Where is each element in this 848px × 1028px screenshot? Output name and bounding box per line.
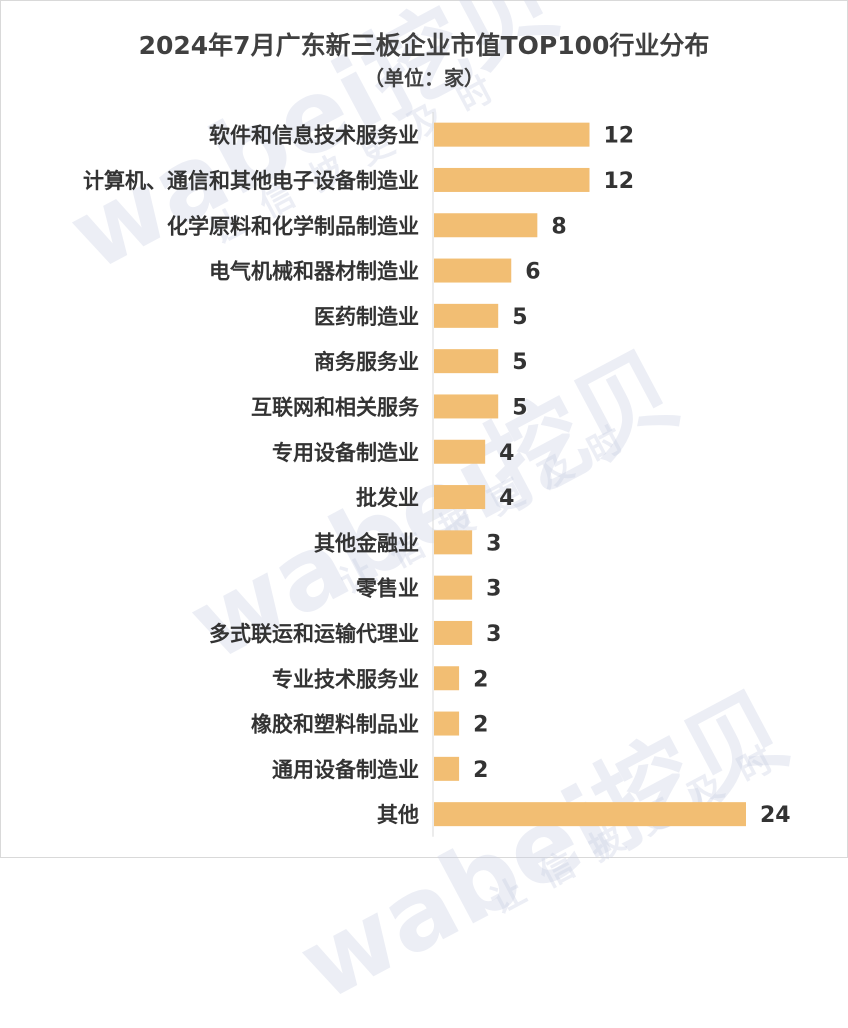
bar (434, 756, 460, 781)
category-label: 其他 (377, 803, 419, 827)
value-label: 3 (486, 531, 501, 556)
category-label: 批发业 (356, 486, 419, 510)
value-label: 2 (473, 667, 488, 692)
bar (434, 711, 460, 736)
chart-subtitle: （单位：家） (364, 66, 484, 90)
value-label: 24 (760, 803, 791, 828)
category-label: 计算机、通信和其他电子设备制造业 (83, 169, 419, 193)
value-label: 2 (473, 758, 488, 783)
bar (434, 575, 473, 600)
category-label: 零售业 (355, 577, 419, 601)
bar (434, 303, 499, 328)
value-label: 8 (551, 214, 566, 239)
bar (434, 394, 499, 419)
value-label: 5 (512, 305, 527, 330)
category-label: 电气机械和器材制造业 (209, 260, 419, 284)
value-label: 12 (604, 124, 635, 149)
value-label: 4 (499, 441, 514, 466)
value-label: 3 (486, 622, 501, 647)
bar (434, 167, 590, 192)
category-label: 专业技术服务业 (272, 667, 419, 691)
chart-title: 2024年7月广东新三板企业市值TOP100行业分布 (138, 31, 710, 60)
value-label: 5 (512, 350, 527, 375)
category-label: 其他金融业 (314, 531, 419, 555)
category-label: 专用设备制造业 (272, 441, 419, 465)
category-label: 软件和信息技术服务业 (209, 124, 419, 148)
category-label: 化学原料和化学制品制造业 (167, 214, 419, 238)
bar (434, 485, 486, 510)
bar (434, 349, 499, 374)
bar (434, 258, 512, 283)
value-label: 3 (486, 577, 501, 602)
chart-frame (0, 0, 848, 858)
bar (434, 122, 590, 147)
value-label: 4 (499, 486, 514, 511)
category-label: 橡胶和塑料制品业 (251, 713, 419, 737)
value-label: 12 (604, 169, 635, 194)
value-label: 2 (473, 713, 488, 738)
bar-chart: 软件和信息技术服务业 12 计算机、通信和其他电子设备制造业 12 化学原料和化学制品制… (83, 112, 791, 837)
value-label: 6 (525, 260, 540, 285)
bar (434, 213, 538, 238)
value-label: 5 (512, 395, 527, 420)
category-label: 通用设备制造业 (272, 758, 419, 782)
category-label: 商务服务业 (314, 350, 419, 374)
bar (434, 802, 746, 827)
category-label: 多式联运和运输代理业 (209, 622, 419, 646)
bar (434, 530, 473, 555)
category-label: 互联网和相关服务 (251, 395, 420, 419)
category-label: 医药制造业 (314, 305, 419, 329)
bar (434, 666, 460, 691)
bar (434, 620, 473, 645)
bar (434, 439, 486, 464)
